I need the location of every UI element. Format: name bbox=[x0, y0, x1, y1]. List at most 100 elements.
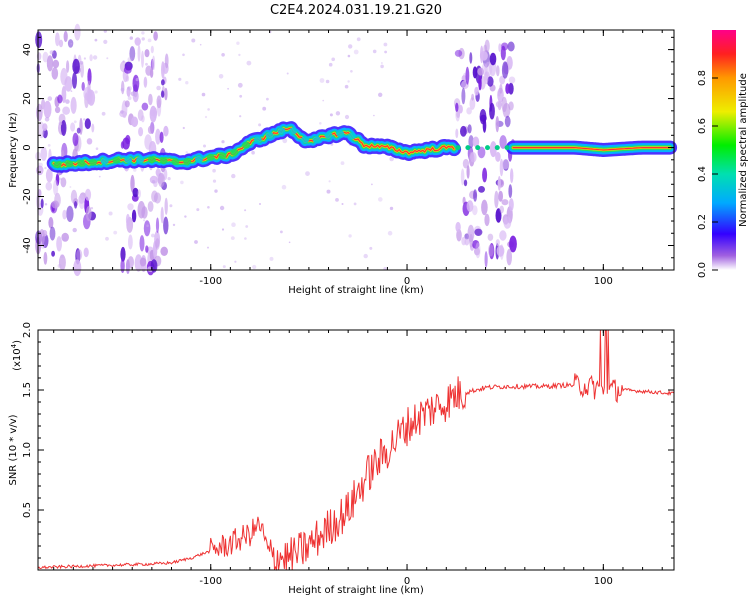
noise-speck bbox=[348, 234, 352, 238]
noise-speck bbox=[282, 138, 288, 144]
noise-speck bbox=[169, 204, 173, 208]
noise-blob bbox=[474, 228, 483, 236]
noise-speck bbox=[57, 264, 62, 268]
noise-speck bbox=[194, 240, 198, 244]
noise-speck bbox=[221, 228, 225, 231]
noise-blob bbox=[482, 167, 488, 183]
noise-blob bbox=[126, 86, 131, 97]
ridge-bump bbox=[147, 156, 156, 164]
noise-blob bbox=[60, 67, 68, 86]
noise-speck bbox=[227, 87, 230, 90]
noise-blob bbox=[70, 122, 76, 132]
noise-blob bbox=[35, 31, 43, 48]
noise-speck bbox=[127, 57, 133, 62]
noise-blob bbox=[505, 83, 510, 95]
noise-blob bbox=[506, 248, 512, 266]
ridge-bump bbox=[242, 141, 251, 149]
noise-speck bbox=[62, 237, 67, 242]
noise-speck bbox=[262, 106, 267, 111]
noise-blob bbox=[74, 201, 78, 209]
noise-blob bbox=[507, 41, 515, 52]
noise-blob bbox=[152, 240, 158, 259]
noise-blob bbox=[498, 190, 503, 202]
ridge-bump bbox=[301, 136, 309, 144]
ridge-bump bbox=[336, 130, 345, 138]
ridge-spot bbox=[475, 145, 481, 151]
spectrogram-frame bbox=[37, 29, 675, 271]
noise-speck bbox=[372, 49, 377, 54]
noise-speck bbox=[281, 184, 287, 190]
noise-speck bbox=[341, 203, 344, 205]
ridge-bump bbox=[124, 156, 133, 164]
noise-blob bbox=[455, 128, 459, 139]
noise-speck bbox=[135, 78, 139, 82]
spectrogram-x-axis-label: Height of straight line (km) bbox=[288, 285, 424, 296]
noise-speck bbox=[305, 171, 310, 177]
ridge-bump bbox=[206, 153, 215, 161]
noise-speck bbox=[122, 60, 125, 63]
noise-speck bbox=[230, 236, 235, 241]
noise-speck bbox=[130, 91, 136, 97]
noise-blob bbox=[508, 101, 514, 111]
noise-blob bbox=[73, 259, 82, 277]
snr-y-ticks: 0.5 1.0 1.5 2.0 bbox=[22, 322, 674, 559]
noise-blob bbox=[508, 76, 516, 84]
noise-speck bbox=[259, 203, 261, 205]
noise-speck bbox=[269, 256, 274, 261]
noise-blob bbox=[460, 125, 467, 137]
noise-blob bbox=[91, 123, 95, 133]
ridge-spot bbox=[465, 145, 471, 151]
noise-blob bbox=[152, 55, 156, 71]
colorbar-tick-label: 0.0 bbox=[697, 262, 708, 278]
noise-blob bbox=[160, 206, 164, 224]
y-tick-label: 1.0 bbox=[22, 442, 33, 458]
noise-blob bbox=[472, 240, 480, 249]
noise-speck bbox=[129, 36, 133, 40]
noise-blob bbox=[83, 247, 89, 258]
noise-blob bbox=[164, 53, 169, 69]
noise-speck bbox=[94, 90, 98, 94]
noise-blob bbox=[509, 235, 517, 253]
noise-blob bbox=[61, 86, 67, 103]
noise-blob bbox=[501, 61, 509, 79]
noise-blob bbox=[74, 23, 81, 41]
x-tick-label: 0 bbox=[404, 276, 410, 287]
noise-speck bbox=[127, 96, 132, 101]
noise-blob bbox=[494, 190, 499, 209]
noise-blob bbox=[60, 177, 67, 188]
noise-blob bbox=[120, 258, 125, 273]
noise-speck bbox=[236, 41, 240, 45]
noise-blob bbox=[465, 66, 470, 85]
spectrogram-panel: -100 0 100 -40 -20 0 20 40 Height of straight … bbox=[8, 23, 678, 296]
noise-blob bbox=[81, 81, 85, 91]
noise-blob bbox=[139, 235, 145, 252]
snr-multiplier-base: (x10 bbox=[12, 348, 23, 371]
noise-blob bbox=[504, 115, 511, 128]
noise-blob bbox=[499, 135, 507, 149]
noise-speck bbox=[239, 115, 242, 118]
noise-speck bbox=[231, 222, 236, 227]
noise-blob bbox=[501, 199, 509, 206]
noise-speck bbox=[113, 230, 118, 235]
noise-speck bbox=[145, 62, 148, 66]
noise-blob bbox=[52, 59, 60, 69]
noise-speck bbox=[204, 115, 208, 119]
noise-blob bbox=[125, 213, 130, 226]
colorbar-tick-label: 0.2 bbox=[697, 214, 708, 230]
y-tick-label: 1.5 bbox=[22, 382, 33, 398]
noise-speck bbox=[199, 43, 202, 46]
noise-blob bbox=[141, 50, 144, 68]
noise-blob bbox=[63, 30, 68, 43]
noise-speck bbox=[319, 122, 322, 125]
spectrogram-x-ticks: -100 0 100 bbox=[53, 30, 663, 287]
ridge-bump bbox=[100, 157, 109, 165]
noise-blob bbox=[43, 251, 48, 265]
noise-speck bbox=[214, 189, 218, 193]
noise-speck bbox=[373, 114, 375, 117]
noise-speck bbox=[44, 117, 50, 122]
noise-blob bbox=[160, 246, 168, 256]
snr-plot-area bbox=[38, 330, 674, 570]
noise-speck bbox=[389, 156, 394, 162]
noise-blob bbox=[461, 87, 466, 105]
noise-blob bbox=[460, 168, 465, 186]
